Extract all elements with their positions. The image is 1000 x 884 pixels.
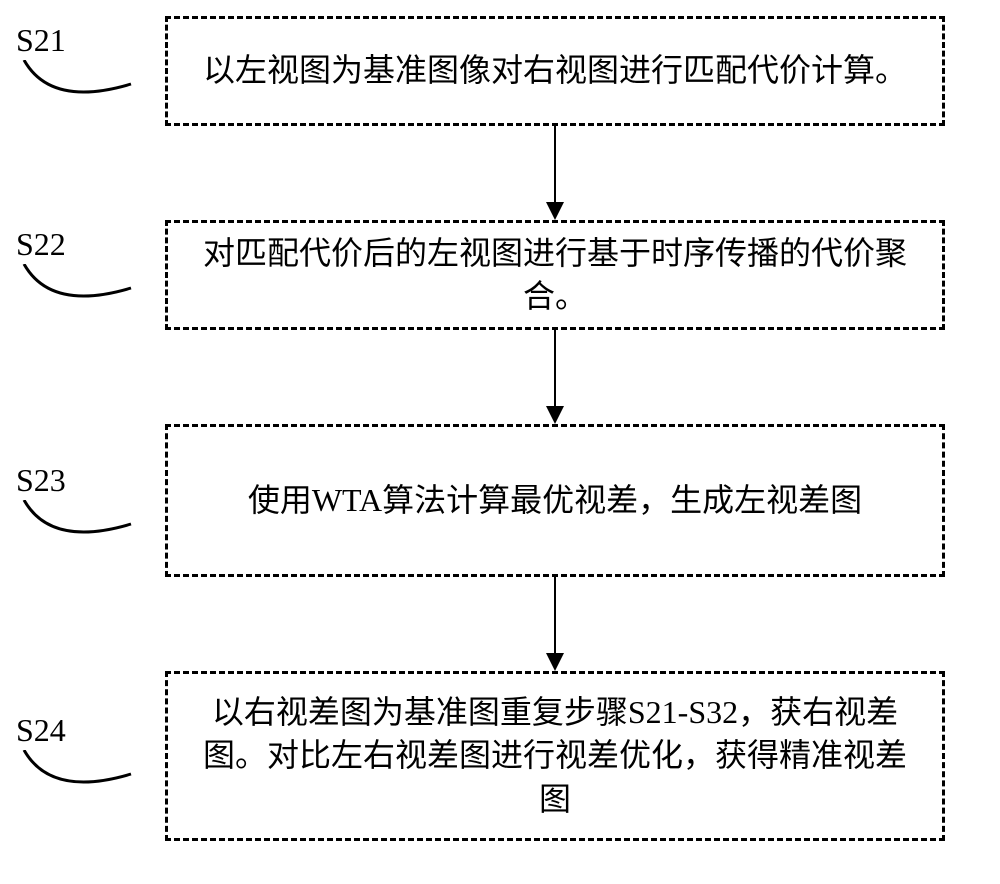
step-label-s24: S24 [16, 712, 66, 749]
arrow-s21-s22 [543, 126, 567, 220]
step-text: 以左视图为基准图像对右视图进行匹配代价计算。 [203, 49, 907, 92]
flowchart-canvas: S21 以左视图为基准图像对右视图进行匹配代价计算。 S22 对匹配代价后的左视… [0, 0, 1000, 884]
step-box-s21: 以左视图为基准图像对右视图进行匹配代价计算。 [165, 16, 945, 126]
arrow-s23-s24 [543, 577, 567, 671]
step-label-text: S22 [16, 226, 66, 262]
step-text: 以右视差图为基准图重复步骤S21-S32，获右视差图。对比左右视差图进行视差优化… [188, 691, 922, 821]
step-text: 对匹配代价后的左视图进行基于时序传播的代价聚合。 [188, 232, 922, 318]
step-label-text: S21 [16, 22, 66, 58]
step-arc-s22 [16, 264, 136, 314]
step-arc-s24 [16, 750, 136, 800]
step-box-s23: 使用WTA算法计算最优视差，生成左视差图 [165, 424, 945, 577]
step-label-s23: S23 [16, 462, 66, 499]
arrow-s22-s23 [543, 330, 567, 424]
step-label-text: S24 [16, 712, 66, 748]
step-box-s22: 对匹配代价后的左视图进行基于时序传播的代价聚合。 [165, 220, 945, 330]
step-box-s24: 以右视差图为基准图重复步骤S21-S32，获右视差图。对比左右视差图进行视差优化… [165, 671, 945, 841]
step-label-s22: S22 [16, 226, 66, 263]
step-label-text: S23 [16, 462, 66, 498]
step-arc-s21 [16, 60, 136, 110]
step-arc-s23 [16, 500, 136, 550]
step-label-s21: S21 [16, 22, 66, 59]
step-text: 使用WTA算法计算最优视差，生成左视差图 [248, 479, 862, 522]
